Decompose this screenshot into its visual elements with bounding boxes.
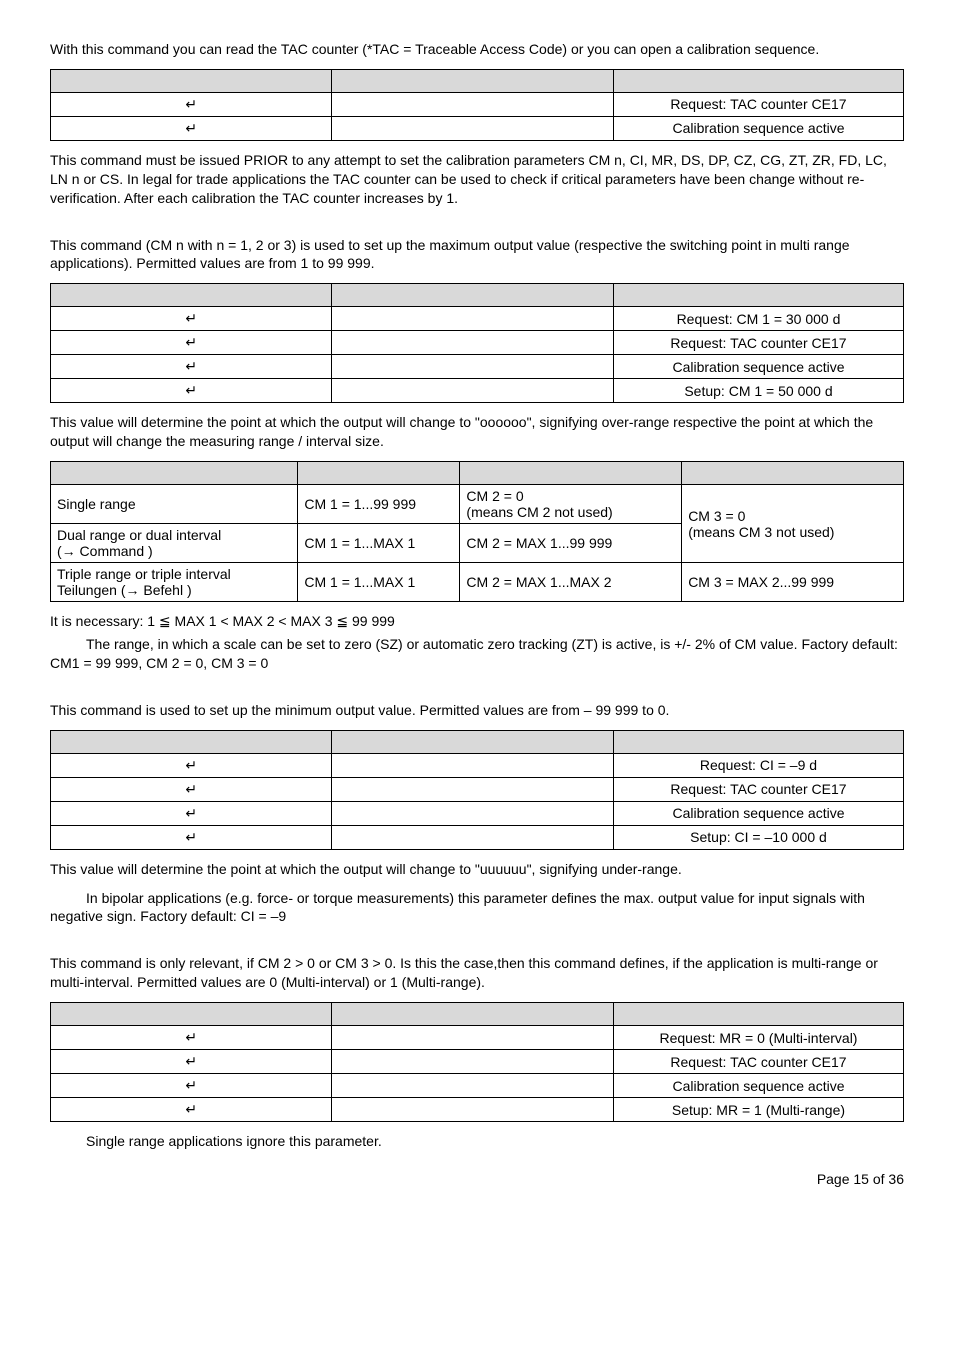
cell: CM 2 = MAX 1...99 999: [460, 524, 682, 563]
cell: Setup: MR = 1 (Multi-range): [613, 1098, 903, 1122]
table-tac: ↵ Request: TAC counter CE17 ↵ Calibratio…: [50, 69, 904, 141]
cell: Request: TAC counter CE17: [613, 331, 903, 355]
cell-cal-active: Calibration sequence active: [613, 116, 903, 140]
cell: CM 2 = 0 (means CM 2 not used): [460, 485, 682, 524]
enter-icon: ↵: [185, 757, 197, 773]
enter-icon: ↵: [185, 1077, 197, 1093]
cell: Single range: [51, 485, 298, 524]
cell: CM 1 = 1...MAX 1: [298, 524, 460, 563]
enter-icon: ↵: [185, 1029, 197, 1045]
cell: Triple range or triple interval Teilunge…: [51, 563, 298, 602]
enter-icon: ↵: [185, 1101, 197, 1117]
cell: Setup: CI = –10 000 d: [613, 825, 903, 849]
enter-icon: ↵: [185, 781, 197, 797]
table-ci: ↵ Request: CI = –9 d ↵ Request: TAC counte…: [50, 730, 904, 850]
intro-tac: With this command you can read the TAC c…: [50, 40, 904, 59]
para-overrange: This value will determine the point at w…: [50, 413, 904, 451]
para-single-range: Single range applications ignore this pa…: [50, 1132, 904, 1151]
cell-req-tac: Request: TAC counter CE17: [613, 92, 903, 116]
enter-icon: ↵: [185, 829, 197, 845]
enter-icon: ↵: [185, 805, 197, 821]
enter-icon: ↵: [185, 96, 197, 112]
cell: CM 3 = MAX 2...99 999: [682, 563, 904, 602]
enter-icon: ↵: [185, 382, 197, 398]
table-mr: ↵ Request: MR = 0 (Multi-interval) ↵ Reque…: [50, 1002, 904, 1122]
cell: CM 3 = 0 (means CM 3 not used): [682, 485, 904, 563]
enter-icon: ↵: [185, 358, 197, 374]
cell: CM 1 = 1...99 999: [298, 485, 460, 524]
para-necessary: It is necessary: 1 ≦ MAX 1 < MAX 2 < MAX…: [50, 612, 904, 631]
cell: CM 1 = 1...MAX 1: [298, 563, 460, 602]
table-ranges: Single range CM 1 = 1...99 999 CM 2 = 0 …: [50, 461, 904, 602]
para-mr: This command is only relevant, if CM 2 >…: [50, 954, 904, 992]
cell: Dual range or dual interval (→ Command ): [51, 524, 298, 563]
para-underrange: This value will determine the point at w…: [50, 860, 904, 879]
cell: Calibration sequence active: [613, 355, 903, 379]
enter-icon: ↵: [185, 310, 197, 326]
cell: Request: TAC counter CE17: [613, 777, 903, 801]
table-cm: ↵ Request: CM 1 = 30 000 d ↵ Request: TAC …: [50, 283, 904, 403]
page-footer: Page 15 of 36: [50, 1171, 904, 1187]
para-min-output: This command is used to set up the minim…: [50, 701, 904, 720]
para-prior: This command must be issued PRIOR to any…: [50, 151, 904, 208]
cell: Request: TAC counter CE17: [613, 1050, 903, 1074]
cell: Request: CM 1 = 30 000 d: [613, 307, 903, 331]
cell: Request: MR = 0 (Multi-interval): [613, 1026, 903, 1050]
enter-icon: ↵: [185, 334, 197, 350]
cell: Calibration sequence active: [613, 801, 903, 825]
enter-icon: ↵: [185, 1053, 197, 1069]
enter-icon: ↵: [185, 120, 197, 136]
para-bipolar: In bipolar applications (e.g. force- or …: [50, 889, 904, 927]
cell: CM 2 = MAX 1...MAX 2: [460, 563, 682, 602]
cell: Request: CI = –9 d: [613, 753, 903, 777]
para-range-note: The range, in which a scale can be set t…: [50, 635, 904, 673]
cell: Setup: CM 1 = 50 000 d: [613, 379, 903, 403]
para-cm: This command (CM n with n = 1, 2 or 3) i…: [50, 236, 904, 274]
cell: Calibration sequence active: [613, 1074, 903, 1098]
